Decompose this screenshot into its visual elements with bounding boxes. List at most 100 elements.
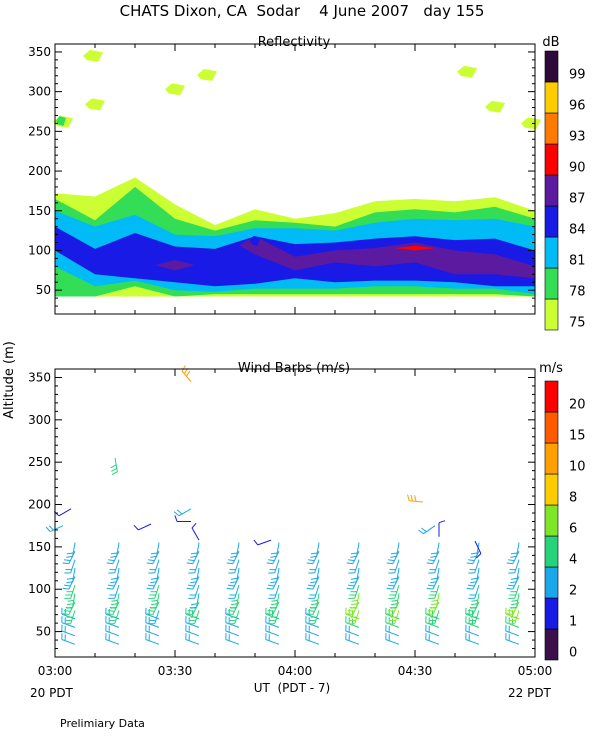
wind-barb-staff xyxy=(236,542,240,557)
wind-barb-staff xyxy=(58,508,72,517)
wind-barb-feather xyxy=(308,559,315,562)
wind-barb xyxy=(226,576,240,590)
wind-barb-staff xyxy=(312,601,320,615)
wind-barb-feather xyxy=(190,603,198,606)
reflectivity-y-tick-label: 200 xyxy=(28,164,51,178)
wind-barb xyxy=(385,616,400,628)
wind-barb-feather xyxy=(270,603,278,606)
start-date-label: 20 PDT xyxy=(30,686,74,700)
wind-barb xyxy=(466,550,480,565)
wind-barb-staff xyxy=(194,610,200,624)
wind-barb xyxy=(191,522,200,541)
wind-barb xyxy=(308,610,320,625)
wind-barb-feather xyxy=(350,581,357,584)
wind-barb-feather xyxy=(306,562,313,565)
wind-barb-feather xyxy=(150,606,157,609)
reflectivity-colorbar-label-2: 81 xyxy=(569,253,586,268)
wind-barb-feather xyxy=(230,603,238,606)
wind-barb xyxy=(390,568,400,584)
wind-barb-feather xyxy=(266,562,273,565)
wind-barb-staff xyxy=(476,542,480,557)
wind-y-tick-label: 100 xyxy=(28,582,51,596)
reflectivity-colorbar-swatch-5 xyxy=(544,143,559,176)
wind-barb xyxy=(348,559,360,574)
wind-barb-feather xyxy=(66,581,73,584)
wind-barb xyxy=(105,624,120,637)
wind-barb xyxy=(428,584,440,599)
wind-barb-staff xyxy=(312,576,320,590)
wind-barb-feather xyxy=(146,562,153,565)
wind-barb-staff xyxy=(425,639,440,645)
wind-barb-feather xyxy=(470,603,478,606)
wind-barb xyxy=(268,584,280,599)
wind-barb-feather xyxy=(350,577,358,580)
reflectivity-y-tick-label: 100 xyxy=(28,243,51,257)
wind-barb-staff xyxy=(61,622,76,628)
wind-barb-staff xyxy=(114,584,120,599)
wind-barb xyxy=(106,601,120,615)
wind-barb-feather xyxy=(466,613,473,615)
wind-barb-staff xyxy=(156,542,160,557)
wind-x-tick-label: 03:30 xyxy=(158,664,193,678)
wind-colorbar-label-5: 8 xyxy=(569,490,577,505)
wind-barb-staff xyxy=(272,550,280,564)
wind-barb-feather xyxy=(351,599,358,602)
wind-barb-staff xyxy=(316,568,320,582)
wind-barb-feather xyxy=(228,584,235,587)
wind-barb-staff xyxy=(396,568,400,582)
wind-barb-staff xyxy=(70,610,76,624)
wind-barb-staff xyxy=(514,584,520,599)
wind-barb-staff xyxy=(68,576,76,590)
wind-barb-staff xyxy=(72,542,76,557)
wind-barb-staff xyxy=(465,639,480,645)
wind-barb-feather xyxy=(148,610,155,612)
y-axis-label: Altitude (m) xyxy=(2,341,17,419)
wind-barb-staff xyxy=(392,601,400,615)
wind-barb xyxy=(64,559,76,574)
wind-barb-staff xyxy=(192,576,200,590)
wind-barb-feather xyxy=(510,606,517,609)
wind-barb-staff xyxy=(385,639,400,645)
wind-barb-staff xyxy=(234,610,240,624)
wind-colorbar-label-1: 1 xyxy=(569,614,577,629)
wind-barb-staff xyxy=(465,630,480,637)
wind-barb-staff xyxy=(312,550,320,564)
wind-barb-feather xyxy=(430,555,437,558)
wind-barb-staff xyxy=(196,593,200,608)
wind-barb-feather xyxy=(428,610,435,612)
wind-barb xyxy=(145,616,160,628)
wind-barb xyxy=(470,568,480,584)
wind-barb-staff xyxy=(114,559,120,574)
wind-barb xyxy=(225,624,240,637)
wind-barb-feather xyxy=(62,587,69,590)
wind-barb-staff xyxy=(154,559,160,574)
wind-barb xyxy=(510,568,520,584)
wind-barb xyxy=(148,584,160,599)
wind-barb-feather xyxy=(350,606,357,609)
wind-barb-feather xyxy=(508,559,515,562)
wind-barb xyxy=(305,624,320,637)
wind-barb-feather xyxy=(106,587,113,590)
wind-barb-staff xyxy=(194,584,200,599)
wind-barb-feather xyxy=(270,581,277,584)
reflectivity-contours xyxy=(53,49,541,297)
wind-barb-feather xyxy=(108,559,115,562)
wind-barb-feather xyxy=(510,577,518,580)
wind-barb-feather xyxy=(150,555,157,558)
wind-barb-staff xyxy=(116,542,120,557)
wind-barb-feather xyxy=(508,610,515,612)
wind-barb-feather xyxy=(268,559,275,562)
wind-barb xyxy=(428,559,440,574)
wind-barb-staff xyxy=(516,568,520,582)
wind-barb-feather xyxy=(308,610,315,612)
wind-barb-feather xyxy=(386,613,393,615)
wind-barb-staff xyxy=(272,601,280,615)
wind-barb-feather xyxy=(346,613,353,615)
wind-barb-staff xyxy=(68,550,76,564)
reflectivity-title: Reflectivity xyxy=(258,35,331,50)
wind-barb xyxy=(465,633,480,645)
wind-colorbar-swatch-7 xyxy=(544,411,559,444)
wind-barb-feather xyxy=(66,603,74,606)
wind-barb-feather xyxy=(66,552,74,555)
